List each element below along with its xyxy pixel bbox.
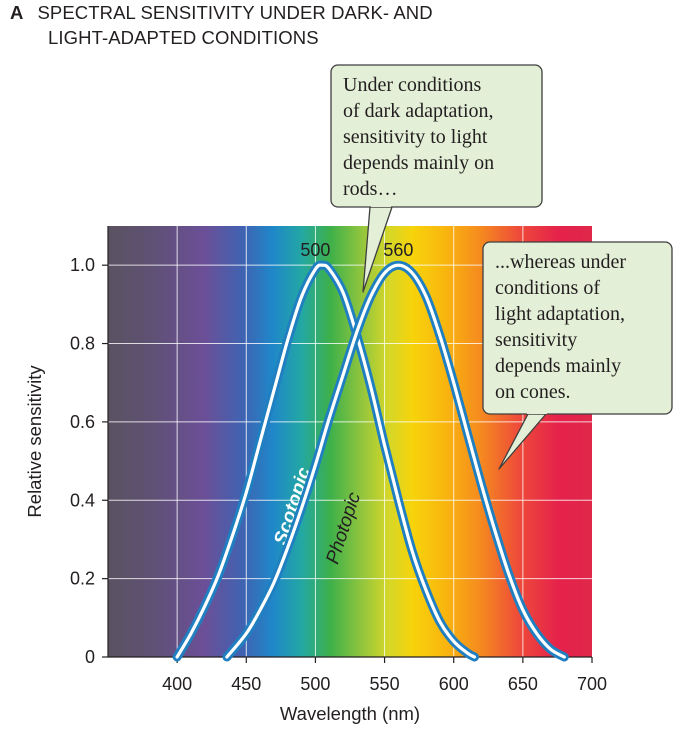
x-tick-label: 550 bbox=[370, 674, 400, 694]
dark-adaptation-callout-line: of dark adaptation, bbox=[343, 100, 494, 122]
y-tick-label: 0.6 bbox=[70, 412, 95, 432]
y-tick-label: 0.4 bbox=[70, 490, 95, 510]
light-adaptation-callout-box bbox=[482, 241, 673, 415]
dark-adaptation-callout-box bbox=[330, 64, 543, 208]
x-tick-label: 650 bbox=[508, 674, 538, 694]
dark-adaptation-callout-line: rods… bbox=[343, 178, 397, 200]
dark-adaptation-callout-line: Under conditions bbox=[343, 74, 482, 96]
y-tick-label: 0 bbox=[85, 647, 95, 667]
photopic-curve bbox=[225, 263, 566, 659]
light-adaptation-callout-line: depends mainly bbox=[495, 355, 621, 377]
y-tick-label: 0.2 bbox=[70, 569, 95, 589]
x-tick-label: 500 bbox=[300, 674, 330, 694]
y-tick-label: 0.8 bbox=[70, 334, 95, 354]
photopic-peak-label: 560 bbox=[383, 240, 413, 260]
x-tick-label: 450 bbox=[231, 674, 261, 694]
light-adaptation-callout-line: conditions of bbox=[495, 277, 600, 299]
x-axis-label: Wavelength (nm) bbox=[280, 703, 420, 724]
light-adaptation-callout-line: sensitivity bbox=[495, 329, 577, 351]
scotopic-peak-label: 500 bbox=[300, 240, 330, 260]
dark-adaptation-callout-line: sensitivity to light bbox=[343, 126, 488, 148]
title-line-2: LIGHT-ADAPTED CONDITIONS bbox=[48, 27, 319, 48]
light-adaptation-callout-line: light adaptation, bbox=[495, 303, 625, 325]
x-tick-label: 400 bbox=[162, 674, 192, 694]
light-adaptation-callout-line: ...whereas under bbox=[495, 251, 626, 273]
dark-adaptation-callout-line: depends mainly on bbox=[343, 152, 494, 174]
panel-letter: A bbox=[10, 2, 24, 23]
light-adaptation-callout: ...whereas under conditions of light adapt… bbox=[482, 241, 673, 470]
axes: 0 0.2 0.4 0.6 0.8 1.0 400 450 500 550 600 650 700 Wav… bbox=[24, 226, 607, 724]
y-axis-label: Relative sensitivity bbox=[24, 365, 45, 518]
title-line-1: SPECTRAL SENSITIVITY UNDER DARK- AND bbox=[37, 2, 433, 23]
x-tick-label: 700 bbox=[577, 674, 607, 694]
light-adaptation-callout-line: on cones. bbox=[495, 381, 571, 403]
y-tick-label: 1.0 bbox=[70, 255, 95, 275]
scotopic-curve bbox=[175, 263, 477, 659]
figure-title: A SPECTRAL SENSITIVITY UNDER DARK- AND LI… bbox=[10, 0, 433, 50]
callouts: Under conditions of dark adaptation, sensi… bbox=[330, 64, 673, 470]
x-tick-label: 600 bbox=[439, 674, 469, 694]
dark-adaptation-callout: Under conditions of dark adaptation, sensi… bbox=[330, 64, 543, 293]
